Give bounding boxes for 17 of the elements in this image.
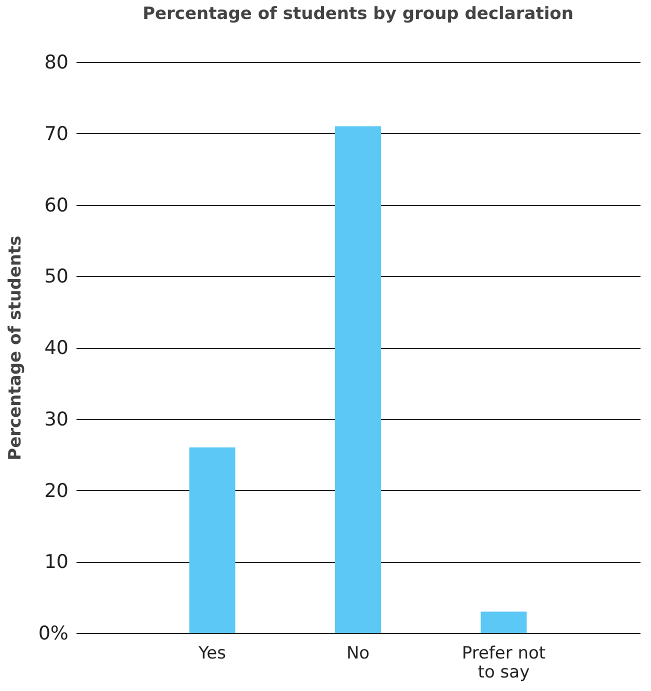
bar	[335, 126, 381, 633]
x-tick-label: No	[346, 644, 370, 664]
x-tick-label: Yes	[198, 644, 226, 664]
y-tick-label: 50	[44, 266, 68, 288]
x-tick-label: Prefer not to say	[462, 644, 546, 682]
y-tick-label: 60	[44, 194, 68, 216]
chart-title: Percentage of students by group declaration	[142, 4, 574, 24]
bar	[189, 447, 236, 633]
y-tick-label: 30	[44, 408, 68, 430]
y-tick-label: 40	[44, 337, 68, 359]
y-tick-label: 10	[44, 551, 68, 574]
bar	[480, 612, 527, 633]
y-tick-label: 70	[44, 122, 68, 145]
y-tick-label: 20	[44, 480, 68, 502]
y-tick-label: 0%	[38, 622, 68, 644]
y-axis-title: Percentage of students	[5, 236, 26, 460]
y-tick-label: 80	[44, 52, 68, 74]
